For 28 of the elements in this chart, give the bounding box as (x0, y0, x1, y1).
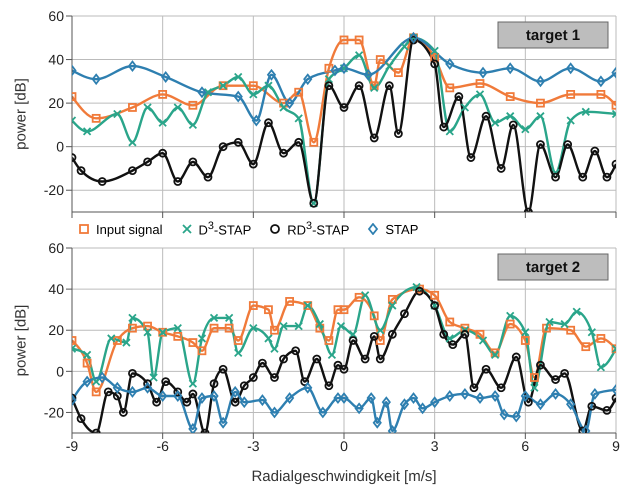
label-box: target 2 (498, 254, 608, 280)
legend-label: D$^{3}$-STAP (198, 220, 252, 238)
x-tick-label: 9 (612, 438, 620, 454)
y-axis-title: power [dB] (12, 78, 30, 150)
x-tick-label: -6 (156, 438, 170, 454)
x-tick-label: -3 (247, 438, 260, 454)
y-tick-label: -20 (44, 182, 64, 198)
legend-label: Input signal (96, 222, 162, 236)
annotation: target 2 (526, 259, 580, 276)
y-axis-title: power [dB] (12, 304, 30, 376)
y-tick-label: 0 (56, 363, 64, 380)
label-box: target 1 (498, 22, 608, 48)
x-tick-label: 0 (340, 438, 348, 454)
y-tick-label: -20 (44, 404, 64, 420)
y-tick-label: 0 (56, 138, 64, 155)
x-tick-label: -9 (66, 438, 78, 454)
x-tick-label: 6 (521, 438, 530, 454)
x-axis-title: Radialgeschwindigkeit [m/s] (251, 468, 437, 485)
y-tick-label: 20 (48, 322, 64, 338)
y-tick-label: 40 (48, 281, 64, 298)
legend-label: RD$^{3}$-STAP (287, 220, 350, 238)
y-tick-label: 20 (48, 95, 64, 112)
y-tick-label: 60 (48, 240, 64, 256)
y-tick-label: 60 (48, 8, 64, 24)
x-tick-label: 3 (430, 438, 439, 454)
legend-label: STAP (385, 222, 418, 236)
annotation: target 1 (526, 27, 580, 44)
y-tick-label: 40 (48, 52, 64, 68)
